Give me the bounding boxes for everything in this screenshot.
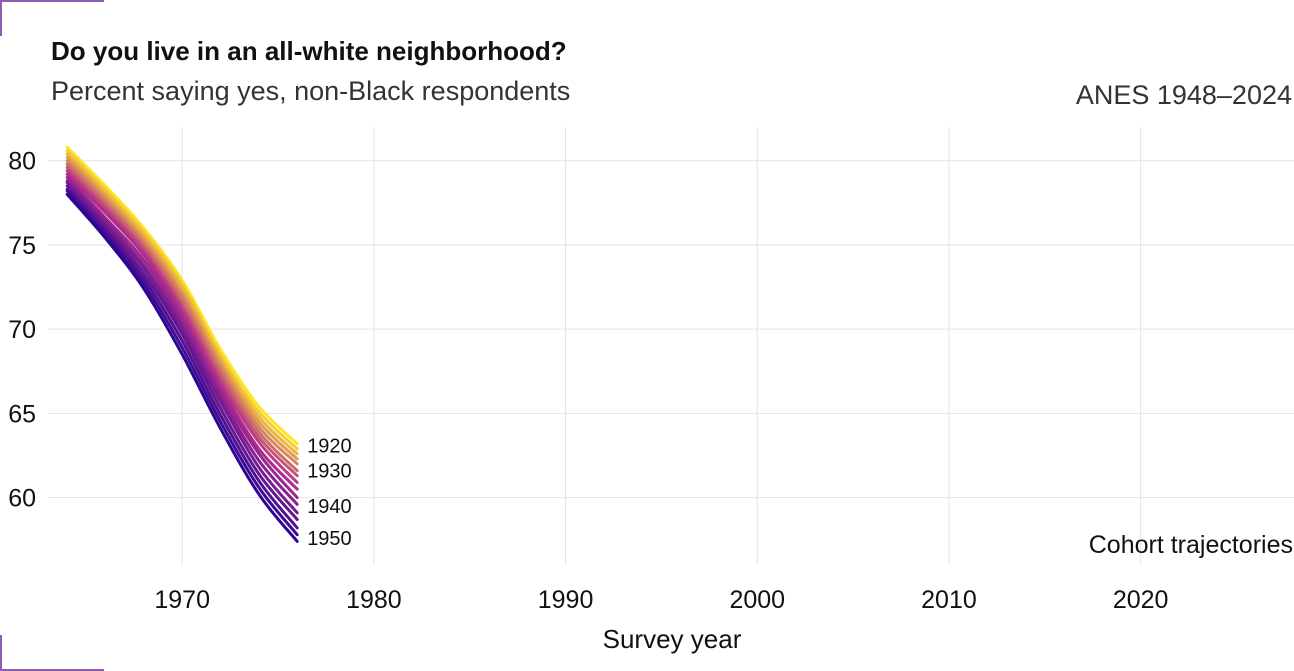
x-tick-label-2000: 2000 xyxy=(729,586,785,614)
y-tick-label-75: 75 xyxy=(8,232,36,260)
series-line-1938 xyxy=(65,176,299,500)
series-line-1932 xyxy=(65,165,299,478)
series-end-labels: 1920 1930 1940 1950 xyxy=(305,433,354,552)
series-line-1930 xyxy=(65,162,299,473)
x-axis-label: Survey year xyxy=(603,624,742,654)
series-line-1926 xyxy=(65,155,299,461)
corner-bracket-top xyxy=(0,0,104,36)
corner-bracket-bottom xyxy=(0,635,104,671)
x-tick-label-2010: 2010 xyxy=(921,586,977,614)
x-tick-label-1980: 1980 xyxy=(346,586,402,614)
chart-subtitle: Percent saying yes, non-Black respondent… xyxy=(51,76,571,106)
series-line-1946 xyxy=(65,187,299,530)
series-line-1942 xyxy=(65,181,299,515)
grid-lines xyxy=(48,127,1294,565)
end-label-1930: 1930 xyxy=(307,461,352,483)
series-line-1934 xyxy=(65,169,299,484)
y-tick-label-60: 60 xyxy=(8,485,36,513)
axis-ticks: 1970 1980 1990 2000 2010 2020 60 65 70 75 80 xyxy=(8,148,1168,614)
series-line-1924 xyxy=(65,152,299,456)
series-line-1948 xyxy=(65,189,299,537)
series-line-1922 xyxy=(65,149,299,451)
source-label: ANES 1948–2024 xyxy=(1075,80,1292,110)
series-line-1936 xyxy=(65,172,299,491)
x-tick-label-1970: 1970 xyxy=(154,586,210,614)
end-label-1920: 1920 xyxy=(307,435,352,457)
series-line-1940 xyxy=(65,179,299,506)
y-tick-label-80: 80 xyxy=(8,148,36,176)
series-line-1920 xyxy=(65,145,299,446)
end-label-1940: 1940 xyxy=(307,496,352,518)
series-line-1928 xyxy=(65,159,299,466)
x-tick-label-2020: 2020 xyxy=(1113,586,1169,614)
annotation-label: Cohort trajectories xyxy=(1089,531,1293,559)
y-tick-label-65: 65 xyxy=(8,400,36,428)
y-tick-label-70: 70 xyxy=(8,316,36,344)
end-label-1950: 1950 xyxy=(307,528,352,550)
chart-title: Do you live in an all-white neighborhood… xyxy=(51,36,567,66)
series-lines xyxy=(65,145,299,543)
series-line-1944 xyxy=(65,184,299,521)
x-tick-label-1990: 1990 xyxy=(538,586,594,614)
series-line-1950 xyxy=(65,192,299,543)
